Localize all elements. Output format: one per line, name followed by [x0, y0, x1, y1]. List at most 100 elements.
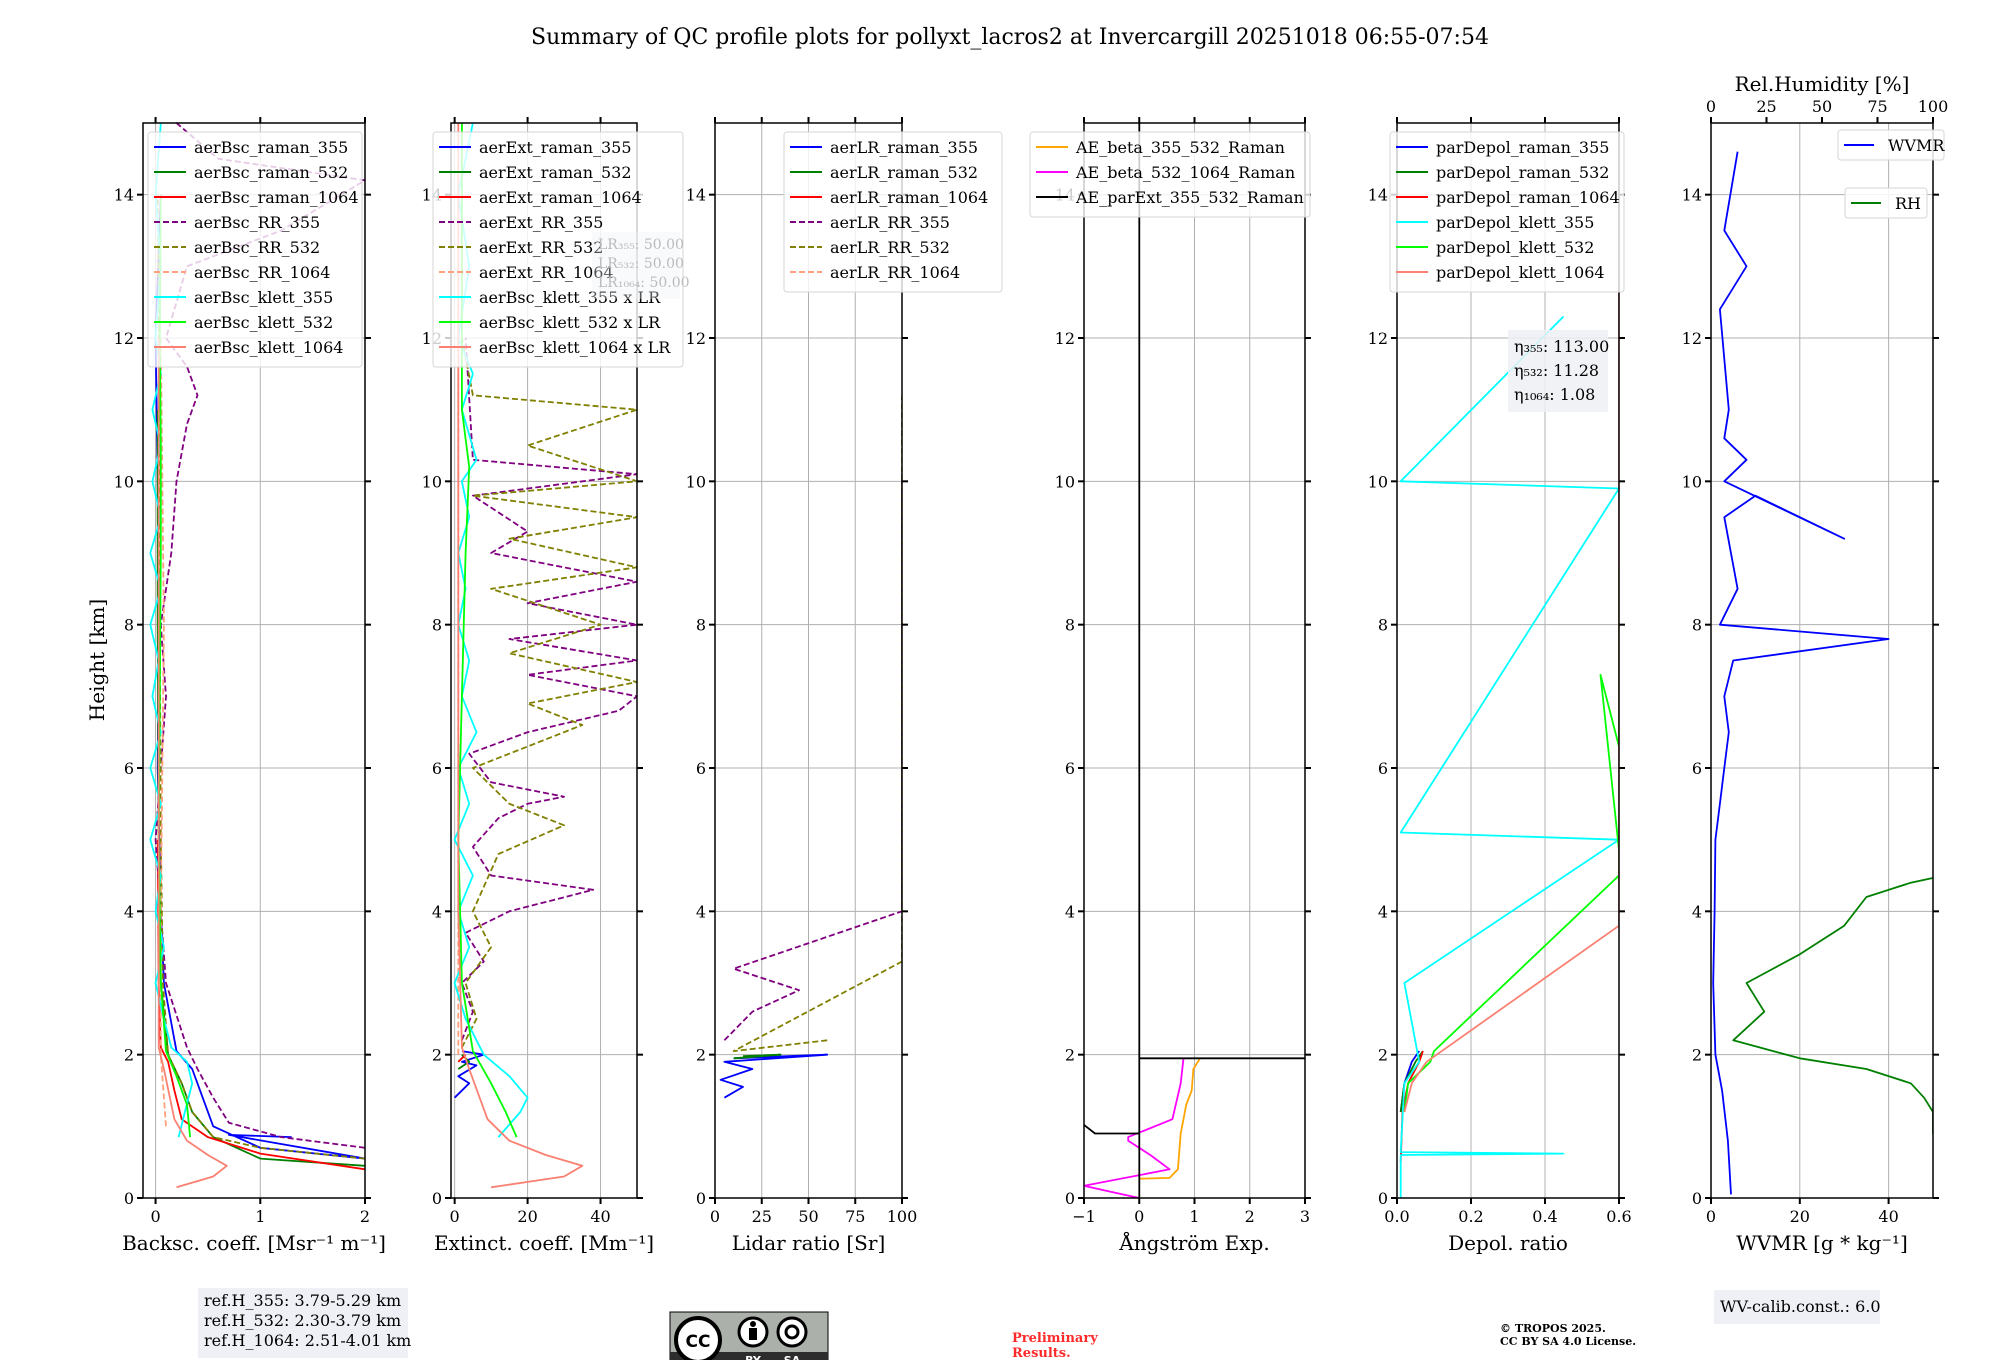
legend-label: AE_beta_532_1064_Raman: [1075, 163, 1295, 182]
y-axis-label: Height [km]: [85, 599, 109, 721]
y-tick-label: 10: [1055, 472, 1075, 491]
panel-angstrom: −1012302468101214Ångström Exp.AE_beta_35…: [1029, 117, 1311, 1255]
legend-label: AE_parExt_355_532_Raman: [1075, 188, 1304, 207]
y-tick-label: 14: [686, 186, 706, 205]
y-tick-label: 0: [1065, 1189, 1075, 1208]
legend-label: aerLR_RR_355: [830, 213, 950, 232]
x-tick-label: 0.0: [1384, 1207, 1409, 1226]
x-axis-label: Depol. ratio: [1448, 1231, 1568, 1255]
sa-label: SA: [784, 1354, 801, 1360]
legend-label: aerBsc_klett_532: [194, 313, 333, 332]
legend-label: parDepol_klett_1064: [1436, 263, 1605, 282]
y-tick-label: 6: [696, 759, 706, 778]
legend-label: RH: [1895, 194, 1921, 213]
top-x-tick-label: 25: [1756, 97, 1776, 116]
annotation-text: η₅₃₂: 11.28: [1514, 361, 1599, 380]
legend-label: aerBsc_klett_355: [194, 288, 333, 307]
x-tick-label: 25: [752, 1207, 772, 1226]
y-tick-label: 4: [696, 902, 706, 921]
legend-label: parDepol_raman_355: [1436, 138, 1609, 157]
panel-wvmr: 0 20 40 0 2 4 6 8 10 12 14 WVMR [g * kg⁻¹] 0 25 50 75 10…: [1682, 72, 1948, 1324]
y-tick-label: 10: [422, 472, 442, 491]
series-line-pardepol-klett-1064: [1403, 130, 1619, 1113]
y-tick-label: 8: [1692, 616, 1702, 635]
preliminary-label-line2: Results.: [1012, 1346, 1071, 1360]
legend-label: aerBsc_raman_355: [194, 138, 348, 157]
legend-label: aerExt_RR_532: [479, 238, 603, 257]
y-tick-label: 6: [432, 759, 442, 778]
top-x-axis-label: Rel.Humidity [%]: [1735, 72, 1910, 96]
y-tick-label: 6: [1692, 759, 1702, 778]
legend-label: parDepol_klett_532: [1436, 238, 1594, 257]
series-line-ae-beta-355-532-raman: [1139, 1057, 1201, 1180]
legend-label: aerBsc_raman_1064: [194, 188, 359, 207]
legend-label: aerLR_RR_532: [830, 238, 950, 257]
annotation-box-extinction: LR₃₅₅: 50.00 LR₅₃₂: 50.00 LR₁₀₆₄: 50.00: [592, 232, 690, 299]
legend-label: aerLR_raman_532: [830, 163, 978, 182]
x-axis-label: Backsc. coeff. [Msr⁻¹ m⁻¹]: [122, 1231, 386, 1255]
legend-angstrom: AE_beta_355_532_Raman AE_beta_532_1064_Ra…: [1029, 131, 1311, 218]
series-group-lidar-ratio: [719, 395, 902, 1099]
y-tick-label: 4: [1378, 902, 1388, 921]
x-tick-label: 0.2: [1458, 1207, 1483, 1226]
top-x-tick-label: 0: [1706, 97, 1716, 116]
series-group-backscatter: [149, 123, 365, 1189]
by-label: BY: [745, 1354, 762, 1360]
legend-label: aerBsc_klett_1064: [194, 338, 343, 357]
x-axis-label: WVMR [g * kg⁻¹]: [1736, 1231, 1908, 1255]
y-tick-label: 2: [1378, 1046, 1388, 1065]
y-tick-label: 4: [1692, 902, 1702, 921]
legend-label: parDepol_raman_532: [1436, 163, 1609, 182]
series-line-aerbsc-klett-532-x-lr: [457, 123, 518, 1138]
y-tick-label: 6: [1065, 759, 1075, 778]
series-line-aerbsc-rr-1064: [159, 337, 167, 1127]
y-tick-label: 10: [114, 472, 134, 491]
legend-label: aerLR_RR_1064: [830, 263, 960, 282]
annotation-background: [1508, 330, 1608, 412]
legend-rh: RH: [1844, 187, 1928, 219]
y-tick-label: 0: [1692, 1189, 1702, 1208]
legend-box: [147, 131, 363, 368]
panel-lidar-ratio: 0 25 50 75 100 0 2 4 6 8 10 12 14 Lidar ratio [Sr] aer…: [686, 117, 1003, 1255]
x-axis-label: Ångström Exp.: [1118, 1230, 1269, 1255]
x-tick-label: 0: [1134, 1207, 1144, 1226]
series-line-aerext-rr-355: [461, 337, 637, 1041]
annotation-text: LR₃₅₅: 50.00: [598, 237, 684, 253]
annotation-background: [592, 232, 680, 299]
x-axis-label: Extinct. coeff. [Mm⁻¹]: [434, 1231, 654, 1255]
series-line-aerlr-raman-355: [719, 1053, 829, 1099]
cc-by-sa-badge: CC BY SA: [669, 1311, 829, 1360]
x-tick-label: 50: [798, 1207, 818, 1226]
preliminary-label-line1: Preliminary: [1012, 1331, 1098, 1346]
series-line-pardepol-klett-355: [1399, 315, 1619, 1198]
series-group-extinction: [453, 123, 637, 1189]
footer: CC BY SA Preliminary Results. © TROPOS 2…: [669, 1311, 1636, 1360]
series-line-aerbsc-klett-1064: [157, 338, 228, 1189]
figure-title: Summary of QC profile plots for pollyxt_…: [531, 25, 1489, 50]
y-tick-label: 10: [1682, 472, 1702, 491]
y-tick-label: 2: [696, 1046, 706, 1065]
x-axis-label: Lidar ratio [Sr]: [732, 1231, 886, 1255]
legend-box: [783, 131, 1003, 293]
cc-icon: [674, 1316, 722, 1360]
legend-box: [1844, 187, 1928, 219]
x-tick-label: 40: [590, 1207, 610, 1226]
axes-frame: [142, 122, 366, 1199]
x-tick-label: 0: [710, 1207, 720, 1226]
series-line-aerext-rr-532: [461, 337, 637, 1048]
legend-lidar-ratio: aerLR_raman_355 aerLR_raman_532 aerLR_rama…: [783, 131, 1003, 293]
annotation-text: ref.H_1064: 2.51-4.01 km: [204, 1331, 411, 1350]
series-line-aerlr-raman-532: [733, 1053, 782, 1060]
x-tick-label: 100: [887, 1207, 918, 1226]
x-tick-label: 2: [1245, 1207, 1255, 1226]
legend-label: parDepol_klett_355: [1436, 213, 1594, 232]
annotation-text: LR₁₀₆₄: 50.00: [598, 275, 690, 291]
x-tick-label: 40: [1878, 1207, 1898, 1226]
x-tick-label: 20: [1790, 1207, 1810, 1226]
legend-label: WVMR: [1888, 136, 1945, 155]
x-tick-label: 0: [1706, 1207, 1716, 1226]
legend-label: aerExt_RR_355: [479, 213, 603, 232]
y-tick-label: 10: [1368, 472, 1388, 491]
legend-depol: parDepol_raman_355 parDepol_raman_532 parD…: [1389, 131, 1625, 293]
